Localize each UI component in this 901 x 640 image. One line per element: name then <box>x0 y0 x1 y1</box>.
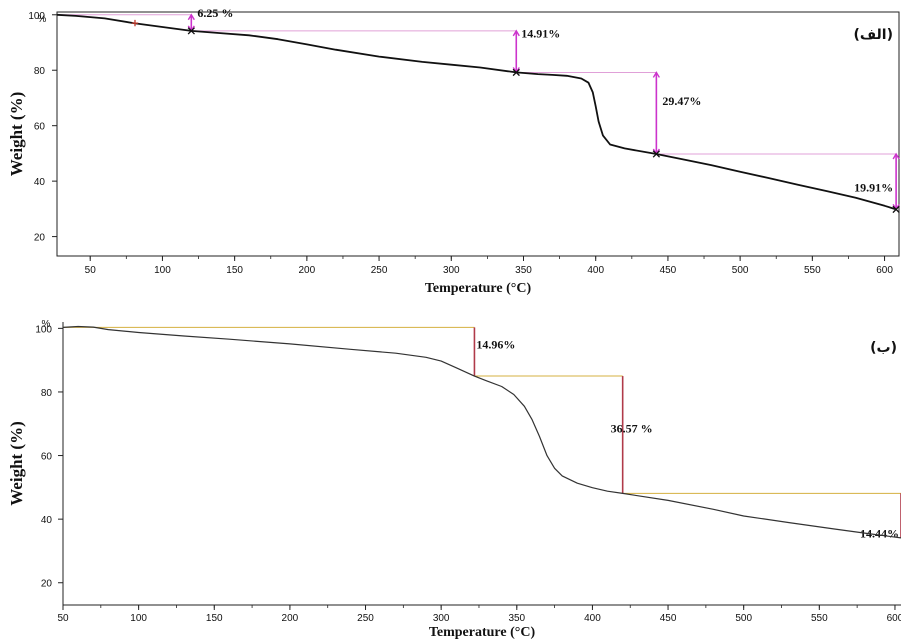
y-tick-label: 40 <box>34 177 46 188</box>
x-tick-label: 400 <box>584 613 601 624</box>
x-tick-label: 100 <box>130 613 147 624</box>
weight-loss-curve <box>56 13 897 211</box>
y-tick-label: 80 <box>41 388 53 399</box>
y-tick-label: 80 <box>34 66 46 77</box>
x-tick-label: 600 <box>876 265 893 276</box>
x-tick-label: 300 <box>433 613 450 624</box>
x-tick-label: 550 <box>811 613 828 624</box>
x-tick-label: 200 <box>282 613 299 624</box>
panel-label: (الف) <box>853 27 893 43</box>
x-tick-label: 250 <box>357 613 374 624</box>
y-axis-label: Weight (%) <box>7 421 26 506</box>
cross-marker <box>892 205 900 214</box>
y-axis-label: Weight (%) <box>7 92 26 177</box>
x-tick-label: 150 <box>226 265 243 276</box>
x-tick-label: 50 <box>85 265 97 276</box>
y-tick-label: 100 <box>28 11 45 22</box>
step-arrow-head <box>512 29 520 37</box>
y-tick-label: 40 <box>41 515 53 526</box>
x-tick-label: 350 <box>515 265 532 276</box>
x-tick-label: 500 <box>732 265 749 276</box>
x-tick-label: 250 <box>371 265 388 276</box>
step-loss-label: 19.91% <box>854 181 893 195</box>
x-tick-label: 550 <box>804 265 821 276</box>
x-tick-label: 100 <box>154 265 171 276</box>
x-tick-label: 150 <box>206 613 223 624</box>
plot-frame <box>56 11 900 257</box>
x-tick-label: 50 <box>57 613 69 624</box>
cross-marker <box>187 27 195 35</box>
x-tick-label: 450 <box>660 613 677 624</box>
y-unit-label: % <box>38 14 47 25</box>
y-unit-label: % <box>42 319 51 330</box>
x-tick-label: 600 <box>887 613 901 624</box>
x-tick-label: 400 <box>587 265 604 276</box>
y-tick-label: 20 <box>41 579 53 590</box>
x-tick-label: 500 <box>735 613 752 624</box>
step-loss-label: 14.96% <box>476 338 515 352</box>
step-loss-label: 36.57 % <box>611 422 653 436</box>
plus-marker <box>131 19 139 27</box>
cross-marker <box>652 150 661 158</box>
step-loss-label: 14.91% <box>521 27 560 41</box>
y-tick-label: 60 <box>34 122 46 133</box>
x-axis-label: Temperature (°C) <box>429 625 536 640</box>
x-tick-label: 350 <box>508 613 525 624</box>
x-tick-label: 200 <box>299 265 316 276</box>
y-tick-label: 100 <box>35 324 52 335</box>
step-loss-label: 29.47% <box>662 94 701 108</box>
step-loss-label: 6.25 % <box>197 6 233 20</box>
step-arrow-head <box>652 71 660 78</box>
x-tick-label: 450 <box>660 265 677 276</box>
y-tick-label: 60 <box>41 452 53 463</box>
cross-marker <box>512 68 520 77</box>
panel-alef-chart: 50 100 150 200 250 300 350 400 450 500 550 600 20 40 6… <box>7 6 900 296</box>
x-axis-label: Temperature (°C) <box>425 281 532 296</box>
weight-loss-curve <box>62 325 901 539</box>
x-tick-label: 300 <box>443 265 460 276</box>
y-tick-label: 20 <box>34 233 46 244</box>
panel-label: (ب) <box>870 340 897 356</box>
step-arrow-head <box>187 13 195 21</box>
step-arrow-head <box>892 152 900 160</box>
panel-be-chart: 50 100 150 200 250 300 350 400 450 500 550 600 20 40 6… <box>7 319 901 640</box>
step-loss-label: 14.44% <box>860 527 899 541</box>
